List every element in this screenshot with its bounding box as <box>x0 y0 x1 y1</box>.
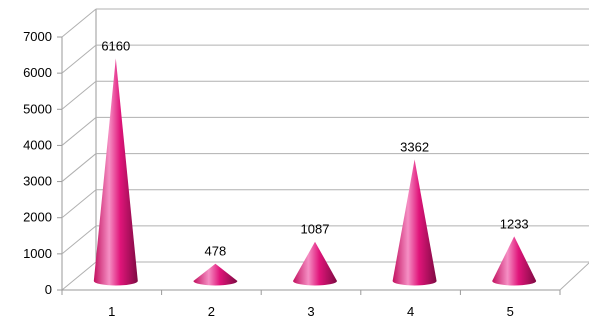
y-tick-label: 7000 <box>23 29 52 44</box>
gridline-diagonal <box>61 117 97 146</box>
y-tick-label: 1000 <box>23 246 52 261</box>
cone-body <box>293 241 337 286</box>
y-tick-label: 4000 <box>23 137 52 152</box>
cone-body <box>93 58 138 286</box>
y-tick-label: 0 <box>45 282 52 297</box>
y-tick-label: 3000 <box>23 174 52 189</box>
data-label: 1087 <box>301 222 330 237</box>
cone-bar <box>193 263 238 286</box>
data-label: 1233 <box>500 216 529 231</box>
data-label: 478 <box>205 244 227 259</box>
gridlines <box>60 8 589 291</box>
y-tick-label: 5000 <box>23 101 52 116</box>
gridline-diagonal <box>61 44 97 74</box>
x-tick-label: 3 <box>307 304 314 319</box>
data-label: 3362 <box>400 139 429 154</box>
data-labels: 6160 478 1087 3362 1233 <box>101 38 528 258</box>
cones <box>93 58 537 286</box>
x-tick-label: 2 <box>208 304 215 319</box>
cone-bar <box>392 159 437 286</box>
cone-bar <box>492 236 537 286</box>
cone-body <box>193 263 238 286</box>
x-tick-label: 4 <box>407 304 414 319</box>
gridline-diagonal <box>61 225 97 255</box>
x-tick-label: 5 <box>507 304 514 319</box>
cone-bar <box>93 58 138 286</box>
cone-bar <box>293 241 337 286</box>
x-axis-ticks: 1 2 3 4 5 <box>61 290 561 319</box>
y-tick-label: 2000 <box>23 210 52 225</box>
gridline-diagonal <box>61 80 97 110</box>
gridline-diagonal <box>61 8 97 38</box>
cone-body <box>492 236 537 286</box>
cone-body <box>392 159 437 286</box>
y-axis-ticks: 0 1000 2000 3000 4000 5000 6000 7000 <box>23 29 62 297</box>
data-label: 6160 <box>101 38 130 53</box>
gridline-diagonal <box>61 153 97 182</box>
gridline-diagonal <box>61 189 97 219</box>
y-tick-label: 6000 <box>23 65 52 80</box>
x-tick-label: 1 <box>108 304 115 319</box>
